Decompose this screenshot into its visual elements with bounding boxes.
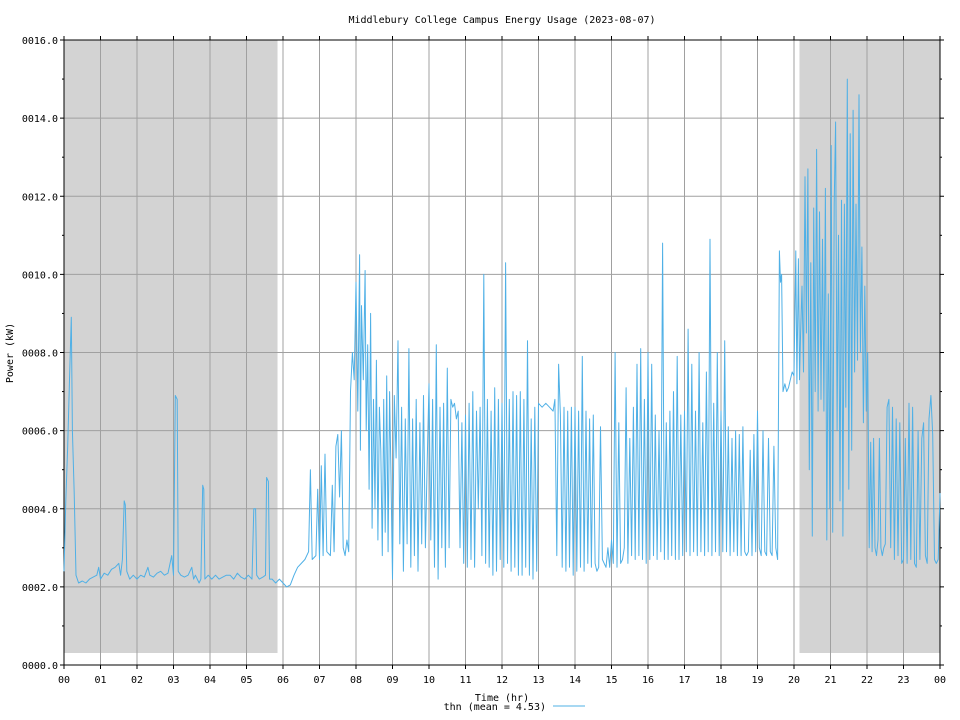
series-line-1 bbox=[63, 78, 941, 588]
y-tick-label: 0004.0 bbox=[22, 505, 58, 516]
x-tick-label: 18 bbox=[715, 675, 727, 686]
y-tick-label: 0016.0 bbox=[22, 36, 58, 47]
x-tick-label: 05 bbox=[240, 675, 252, 686]
x-tick-label: 03 bbox=[167, 675, 179, 686]
x-axis-label: Time (hr) bbox=[475, 693, 529, 704]
x-tick-label: 23 bbox=[897, 675, 909, 686]
x-tick-label: 10 bbox=[423, 675, 435, 686]
grid bbox=[64, 40, 940, 665]
x-tick-label: 04 bbox=[204, 675, 216, 686]
x-tick-label: 11 bbox=[459, 675, 471, 686]
x-tick-label: 01 bbox=[94, 675, 106, 686]
x-tick-label: 16 bbox=[642, 675, 654, 686]
y-tick-label: 0008.0 bbox=[22, 349, 58, 360]
x-tick-label: 13 bbox=[532, 675, 544, 686]
y-axis-label: Power (kW) bbox=[5, 323, 16, 383]
x-tick-label: 07 bbox=[313, 675, 325, 686]
legend-label: thn (mean = 4.53) bbox=[444, 702, 546, 713]
chart-title: Middlebury College Campus Energy Usage (… bbox=[348, 15, 655, 26]
x-tick-label: 12 bbox=[496, 675, 508, 686]
night-shading bbox=[64, 40, 940, 653]
x-tick-label: 19 bbox=[751, 675, 763, 686]
x-axis: 00 01 02 03 04 05 06 07 08 09 10 11 12 13 14 15 16 17 18 19… bbox=[58, 36, 946, 686]
series-group bbox=[63, 78, 941, 588]
x-tick-label: 09 bbox=[386, 675, 398, 686]
legend: thn (mean = 4.53) bbox=[444, 702, 585, 713]
y-tick-label: 0002.0 bbox=[22, 583, 58, 594]
x-tick-label: 14 bbox=[569, 675, 581, 686]
x-tick-label: 15 bbox=[605, 675, 617, 686]
y-tick-label: 0014.0 bbox=[22, 114, 58, 125]
x-tick-label: 21 bbox=[824, 675, 836, 686]
x-tick-label: 00 bbox=[58, 675, 70, 686]
y-tick-label: 0000.0 bbox=[22, 661, 58, 672]
x-tick-label: 00 bbox=[934, 675, 946, 686]
x-tick-label: 17 bbox=[678, 675, 690, 686]
y-tick-label: 0010.0 bbox=[22, 270, 58, 281]
x-tick-label: 20 bbox=[788, 675, 800, 686]
x-tick-label: 06 bbox=[277, 675, 289, 686]
y-tick-label: 0006.0 bbox=[22, 427, 58, 438]
y-tick-label: 0012.0 bbox=[22, 192, 58, 203]
x-tick-label: 08 bbox=[350, 675, 362, 686]
x-tick-label: 22 bbox=[861, 675, 873, 686]
x-tick-label: 02 bbox=[131, 675, 143, 686]
y-axis: 0000.0 0002.0 0004.0 0006.0 0008.0 0010.0 0012… bbox=[22, 36, 944, 672]
shaded-region-1 bbox=[64, 40, 278, 653]
